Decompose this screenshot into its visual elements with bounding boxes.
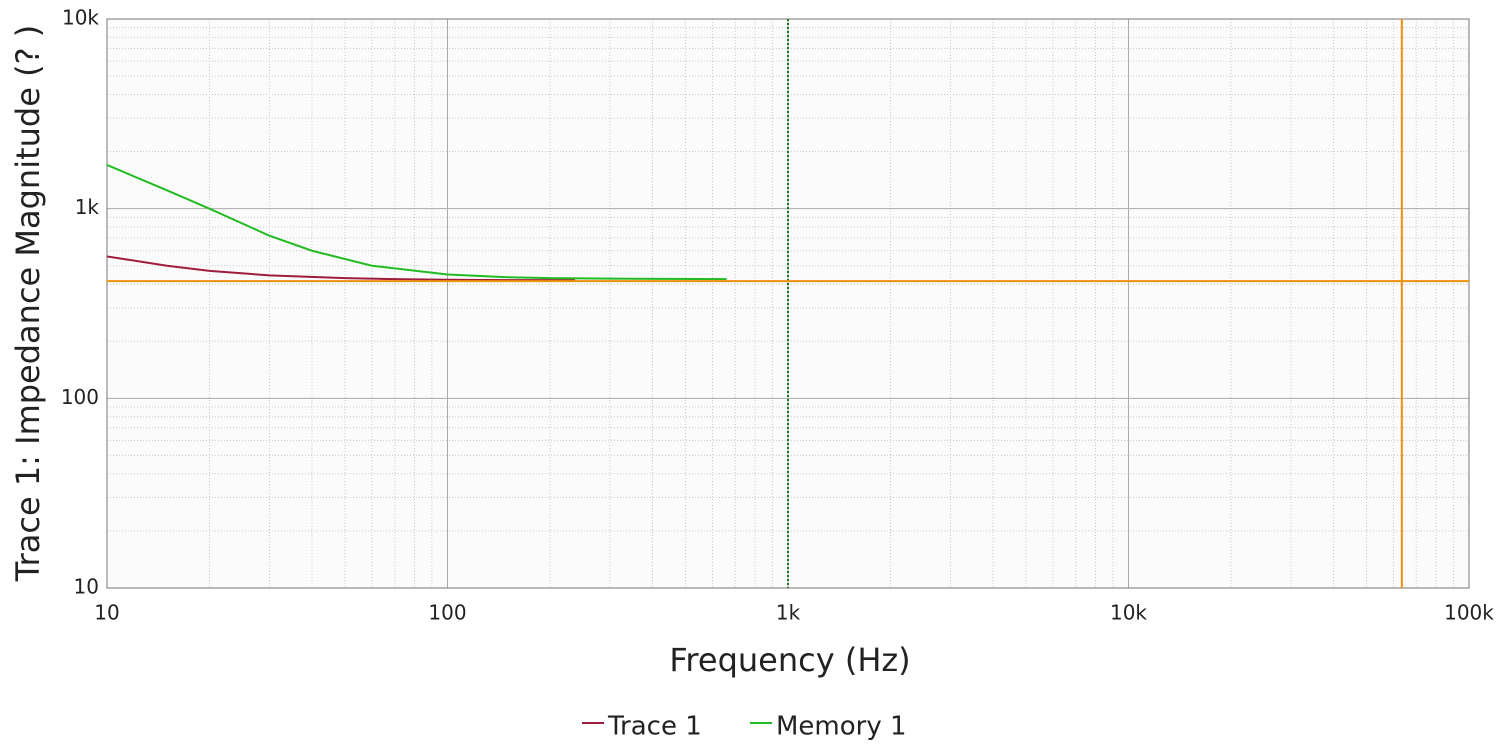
x-tick-label: 100k: [1444, 601, 1494, 625]
legend-label: Memory 1: [776, 712, 907, 742]
x-tick-label: 10k: [1110, 601, 1147, 625]
legend-label: Trace 1: [607, 712, 702, 742]
x-tick-label: 10: [94, 601, 119, 625]
y-axis-label: Trace 1: Impedance Magnitude (? ): [9, 25, 47, 582]
x-tick-label: 100: [428, 601, 466, 625]
y-tick-label: 10k: [62, 6, 99, 30]
series-line: [106, 255, 576, 282]
x-tick-label: 1k: [776, 601, 801, 625]
y-tick-label: 100: [61, 385, 99, 409]
x-axis-label: Frequency (Hz): [669, 641, 910, 679]
y-tick-label: 1k: [75, 195, 100, 219]
series-line: [106, 164, 727, 281]
y-tick-label: 10: [74, 575, 99, 599]
